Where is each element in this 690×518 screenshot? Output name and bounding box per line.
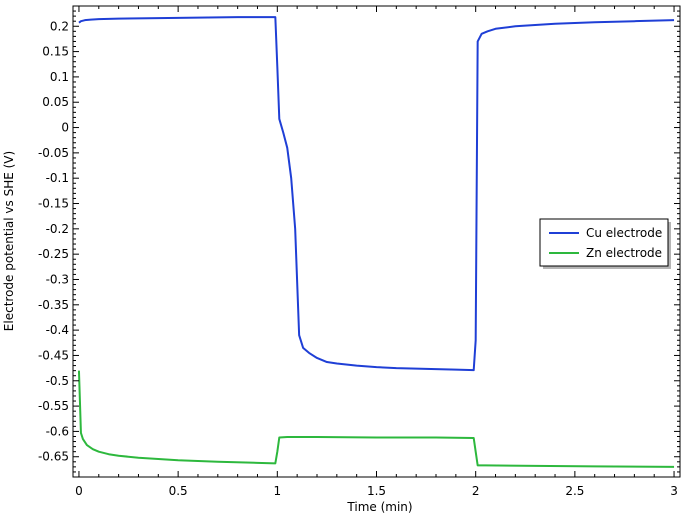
y-axis-ticks: 0.2 0.15 0.1 0.05 0 -0.05 -0.1 -0.15 -0.2 -0.25 -0… — [38, 10, 680, 473]
series-layer — [77, 16, 675, 468]
legend: Cu electrode Zn electrode — [539, 218, 671, 269]
y-tick-label: -0.55 — [38, 399, 69, 413]
x-tick-label: 1.5 — [367, 484, 386, 498]
x-tick-label: 0 — [75, 484, 83, 498]
legend-label-cu: Cu electrode — [586, 226, 662, 240]
x-tick-label: 0.5 — [169, 484, 188, 498]
legend-box — [539, 218, 669, 267]
y-tick-label: 0.2 — [50, 19, 69, 33]
y-tick-label: 0 — [61, 121, 69, 135]
x-tick-label: 1 — [273, 484, 281, 498]
y-tick-label: -0.35 — [38, 298, 69, 312]
x-axis-label: Time (min) — [346, 500, 412, 514]
y-axis-label: Electrode potential vs SHE (V) — [2, 151, 16, 331]
y-tick-label: 0.05 — [42, 95, 69, 109]
series-line-cu-electrode — [78, 16, 675, 372]
x-axis-ticks: 0 0.5 1 1.5 2 2.5 3 — [75, 6, 678, 498]
x-tick-label: 3 — [670, 484, 678, 498]
y-tick-label: -0.2 — [46, 222, 69, 236]
y-tick-label: -0.25 — [38, 247, 69, 261]
y-tick-label: -0.65 — [38, 450, 69, 464]
x-tick-label: 2.5 — [565, 484, 584, 498]
series-line-zn-electrode — [77, 370, 675, 468]
y-tick-label: -0.45 — [38, 348, 69, 362]
y-tick-label: -0.05 — [38, 146, 69, 160]
y-tick-label: 0.1 — [50, 70, 69, 84]
legend-label-zn: Zn electrode — [586, 246, 662, 260]
y-tick-label: 0.15 — [42, 45, 69, 59]
y-tick-label: -0.5 — [46, 374, 69, 388]
y-tick-label: -0.4 — [46, 323, 69, 337]
y-tick-label: -0.15 — [38, 197, 69, 211]
y-tick-label: -0.3 — [46, 272, 69, 286]
x-tick-label: 2 — [472, 484, 480, 498]
y-tick-label: -0.1 — [46, 171, 69, 185]
y-tick-label: -0.6 — [46, 424, 69, 438]
